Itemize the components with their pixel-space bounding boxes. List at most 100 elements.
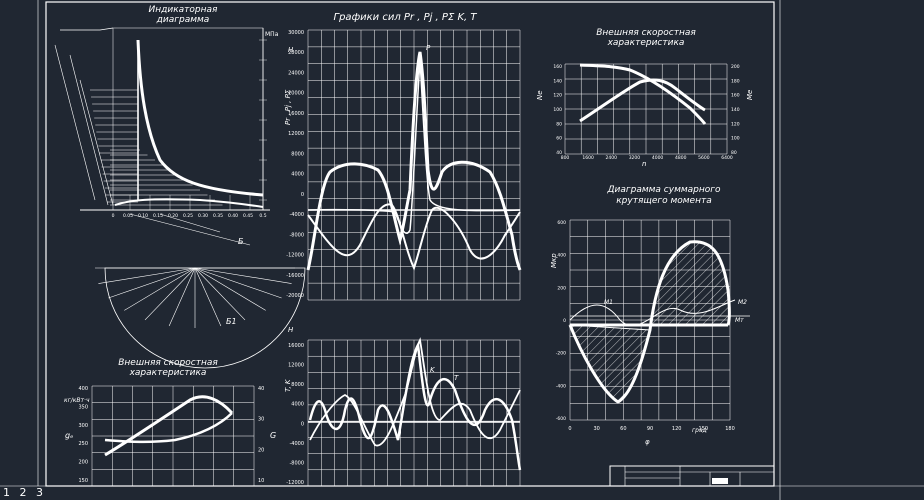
ext-right-right-tick: 100 xyxy=(731,136,740,142)
indicator-scale-tick: 0 xyxy=(112,213,115,219)
ext-right-right-tick: 160 xyxy=(731,93,740,99)
forces-top-tick: 28000 xyxy=(288,50,304,56)
brix-link-1 xyxy=(129,213,251,246)
brix-ray xyxy=(98,267,196,284)
ext-left-g-curve xyxy=(104,412,233,444)
indicator-scale-tick: 0.25 xyxy=(183,213,193,219)
torque-xtick: 60 xyxy=(620,426,626,432)
indicator-b1-label: Б1 xyxy=(226,317,237,326)
indicator-top-line xyxy=(60,27,114,31)
torque-tick: -400 xyxy=(556,383,566,389)
ext-right-xtick: 5600 xyxy=(698,155,710,161)
ext-left-left-tick: 400 xyxy=(78,386,88,392)
forces-t-label: T xyxy=(454,374,459,382)
ext-left-title-1: Внешняя скоростная xyxy=(118,358,218,368)
ext-left-left-tick: 300 xyxy=(78,423,88,429)
force-k-curve xyxy=(308,340,522,471)
ext-right-xtick: 800 xyxy=(561,155,570,161)
torque-tick: 400 xyxy=(557,253,566,259)
brix-link-2 xyxy=(159,213,221,233)
brix-ray xyxy=(124,267,196,311)
ext-right-ne-curve xyxy=(579,78,706,123)
forces-top-tick: -4000 xyxy=(289,212,304,218)
brix-ray xyxy=(194,267,266,311)
ext-right-left-tick: 160 xyxy=(553,64,562,70)
brix-ray xyxy=(194,267,246,321)
ext-right-right-tick: 80 xyxy=(731,150,737,156)
compression-curve xyxy=(114,198,264,208)
indicator-scale-tick: 0.15 xyxy=(153,213,163,219)
torque-title-2: крутящего момента xyxy=(616,196,712,206)
torque-xtick: 0 xyxy=(568,426,571,432)
ext-left-left-tick: 150 xyxy=(78,478,88,484)
torque-grad-label: град xyxy=(692,427,707,434)
torque-tick: -200 xyxy=(556,351,566,357)
tab-3[interactable]: 3 xyxy=(36,486,43,499)
forces-bot-tick: -8000 xyxy=(289,460,304,466)
forces-top-tick: -20000 xyxy=(286,293,304,299)
indicator-scale-tick: 0.10 xyxy=(138,213,148,219)
title-block xyxy=(609,465,775,487)
ext-left-g-label: G xyxy=(270,431,276,440)
ext-left-title-2: характеристика xyxy=(129,368,207,378)
ext-right-right-tick: 120 xyxy=(731,121,740,127)
ext-right-xtick: 2400 xyxy=(606,155,618,161)
ext-right-left-tick: 40 xyxy=(556,150,562,156)
ext-right-xtick: 6400 xyxy=(721,155,733,161)
forces-top-tick: 16000 xyxy=(288,111,304,117)
indicator-scale: 0 0.05 0.10 0.15 0.20 0.25 0.30 0.35 0.40 0.45 0.5 xyxy=(112,213,267,219)
forces-bot-tick: 12000 xyxy=(288,363,304,369)
ext-left-left-tick: 250 xyxy=(78,441,88,447)
torque-xtick: 120 xyxy=(672,426,682,432)
ext-right-xtick: 4800 xyxy=(675,155,687,161)
torque-title-1: Диаграмма суммарного xyxy=(606,185,721,195)
force-t-curve xyxy=(309,337,521,447)
torque-m1-label: M1 xyxy=(604,299,613,306)
tab-2[interactable]: 2 xyxy=(19,486,27,499)
ext-right-right-tick: 200 xyxy=(731,64,740,70)
ext-right-title-1: Внешняя скоростная xyxy=(596,28,696,38)
forces-bot-tick: -4000 xyxy=(289,441,304,447)
brix-ray xyxy=(194,267,292,284)
ext-right-right-tick: 180 xyxy=(731,78,740,84)
forces-y-axis-label: Pr , Pj , PΣ xyxy=(284,89,292,125)
force-pr-curve xyxy=(306,51,522,271)
ext-left-left-tick: 350 xyxy=(78,404,88,410)
ext-right-right-tick: 140 xyxy=(731,107,740,113)
brix-ray xyxy=(168,267,196,327)
forces-top-tick: -12000 xyxy=(286,253,304,259)
indicator-title-1: Индикаторная xyxy=(149,5,219,15)
ext-left-right-tick: 40 xyxy=(258,386,264,392)
ext-right-left-tick: 140 xyxy=(553,78,562,84)
brix-ray xyxy=(194,267,222,327)
forces-k-label: K xyxy=(430,366,436,374)
forces-title: Графики сил Pr , Pj , PΣ K, T xyxy=(334,12,478,23)
brix-ray xyxy=(108,267,196,299)
ext-right-left-tick: 100 xyxy=(553,107,562,113)
forces-bot-tick: 4000 xyxy=(291,402,304,408)
torque-mt-label: Мт xyxy=(735,317,744,324)
indicator-b-label: Б xyxy=(238,237,244,246)
force-pj-curve xyxy=(307,203,521,271)
forces-p-label: P xyxy=(426,44,431,52)
indicator-scale-tick: 0.30 xyxy=(198,213,208,219)
forces-h-label-top: Н xyxy=(288,46,294,54)
ext-left-right-tick: 20 xyxy=(258,447,264,453)
forces-bot-tick: 0 xyxy=(301,421,304,427)
torque-tick: 0 xyxy=(563,318,566,324)
forces-top-tick: 30000 xyxy=(288,30,304,36)
ext-right-me-label: Me xyxy=(746,90,754,100)
ext-left-left-tick: 200 xyxy=(78,460,88,466)
ext-speed-left-chart: кг/кВт·ч gₑ G 400 350 300 250 200 150 40 30 20 10 xyxy=(64,385,276,487)
forces-top-tick: 0 xyxy=(301,192,304,198)
forces-bot-tick: -12000 xyxy=(286,480,304,486)
forces-top-tick: 24000 xyxy=(288,70,304,76)
torque-xtick: 90 xyxy=(647,426,653,432)
tab-1[interactable]: 1 xyxy=(3,486,10,499)
torque-tick: 600 xyxy=(557,220,566,226)
forces-top-tick: 4000 xyxy=(291,172,304,178)
ext-right-title-2: характеристика xyxy=(607,38,685,48)
